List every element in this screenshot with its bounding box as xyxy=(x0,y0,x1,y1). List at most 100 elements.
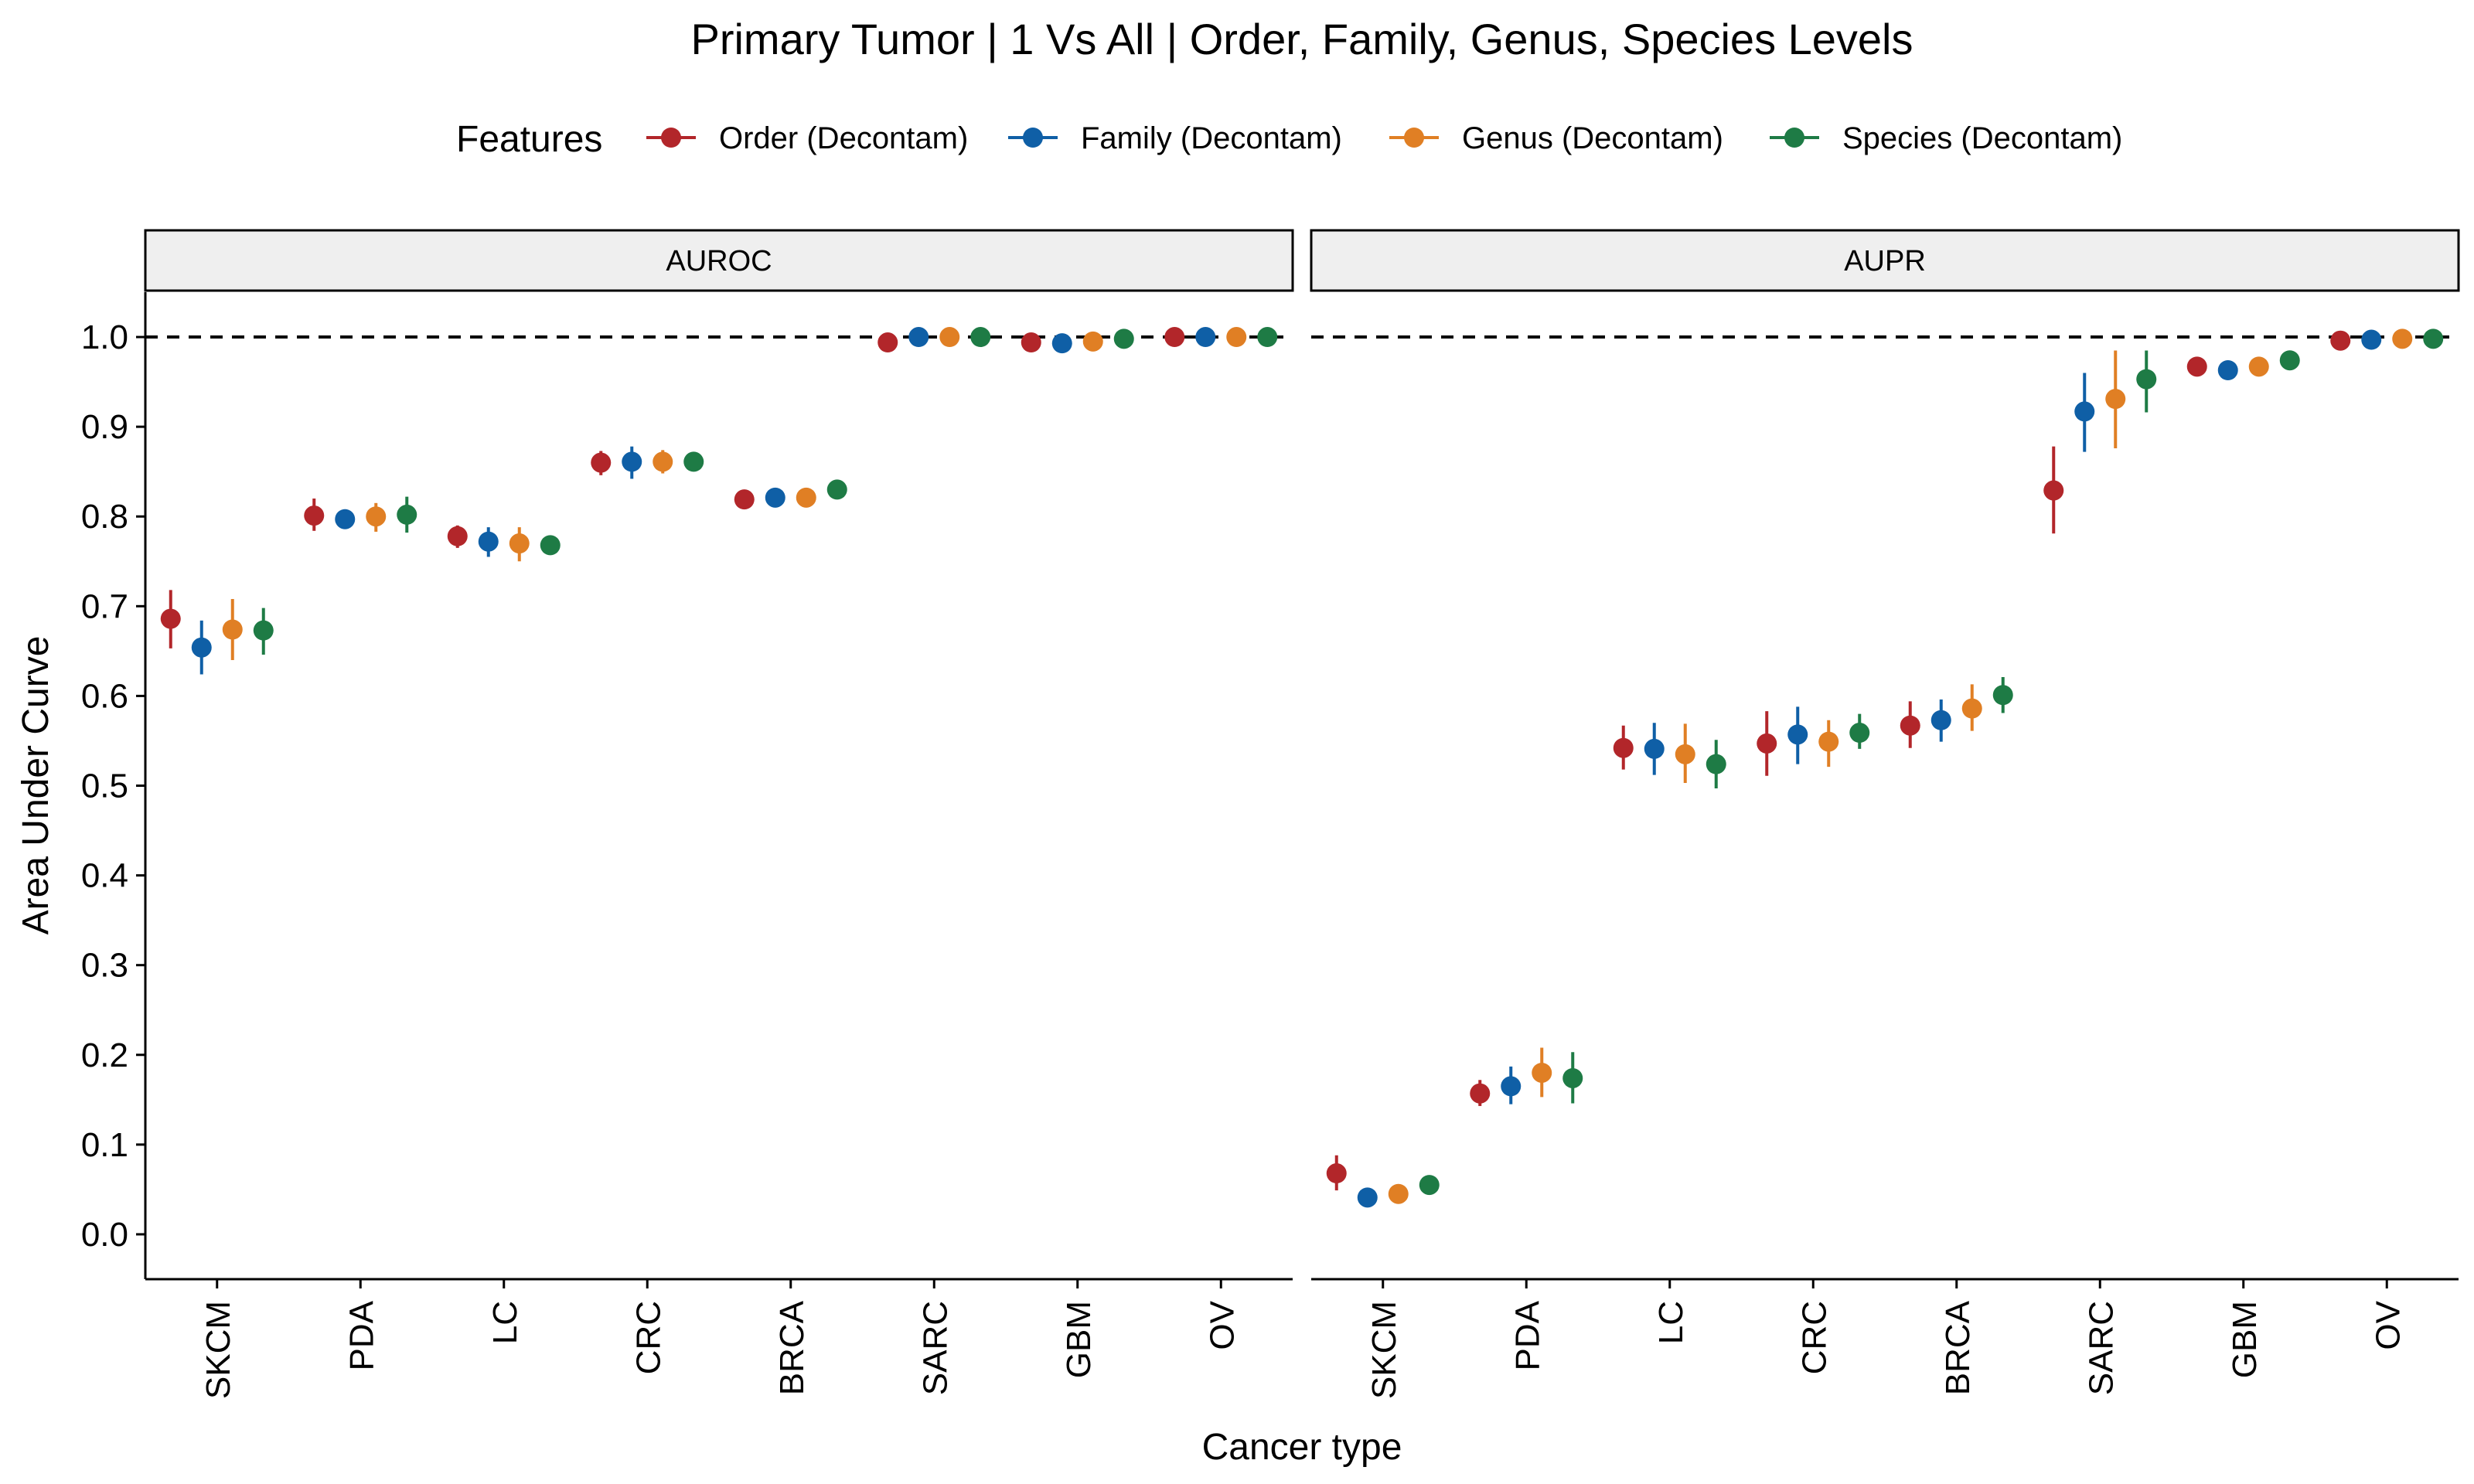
data-point xyxy=(1226,327,1247,348)
data-point xyxy=(2136,369,2157,390)
data-point xyxy=(1900,715,1920,736)
y-tick-label: 0.8 xyxy=(81,498,128,536)
x-tick-label: BRCA xyxy=(1939,1300,1977,1395)
data-point xyxy=(1613,737,1634,758)
x-tick-label: OV xyxy=(1203,1300,1241,1350)
data-point xyxy=(447,526,468,546)
x-tick-label: SARC xyxy=(2082,1301,2120,1395)
y-tick-label: 1.0 xyxy=(81,318,128,356)
x-tick-label: GBM xyxy=(2226,1301,2264,1378)
panels: AUROC 0.0 0.1 0.2 0.3 0.4 0.5 0.6 0.7 0.8 0.9 1.0 SK… xyxy=(81,229,2460,1399)
x-tick-label: BRCA xyxy=(773,1300,811,1395)
data-point xyxy=(2074,401,2095,422)
y-tick-label: 0.2 xyxy=(81,1036,128,1074)
legend-title: Features xyxy=(456,119,602,160)
data-point xyxy=(1562,1067,1583,1088)
legend-key-dot xyxy=(1784,128,1804,148)
data-point xyxy=(1675,744,1695,764)
data-point xyxy=(1644,738,1665,759)
data-point xyxy=(397,504,417,525)
data-point xyxy=(1357,1187,1378,1208)
legend-item: Species (Decontam) xyxy=(1770,121,2122,155)
y-tick-label: 0.0 xyxy=(81,1216,128,1254)
legend-label: Genus (Decontam) xyxy=(1462,121,1723,155)
legend-key-dot xyxy=(661,128,681,148)
legend-key-dot xyxy=(1404,128,1424,148)
legend-label: Order (Decontam) xyxy=(719,121,968,155)
x-tick-label: CRC xyxy=(629,1301,667,1374)
data-point xyxy=(939,327,960,348)
data-point xyxy=(2186,356,2207,377)
data-point xyxy=(1164,327,1185,348)
panel: AUROC 0.0 0.1 0.2 0.3 0.4 0.5 0.6 0.7 0.8 0.9 1.0 SK… xyxy=(81,229,1294,1399)
y-tick-label: 0.1 xyxy=(81,1126,128,1164)
data-point xyxy=(1195,327,1216,348)
x-tick-label: PDA xyxy=(342,1300,380,1370)
data-point xyxy=(1021,332,1041,353)
data-point xyxy=(1501,1076,1522,1097)
data-point xyxy=(2279,350,2300,371)
data-point xyxy=(1257,327,1278,348)
data-point xyxy=(1082,331,1103,352)
data-point xyxy=(1961,698,1982,719)
data-point xyxy=(908,327,929,348)
data-point xyxy=(366,506,387,527)
data-point xyxy=(1706,754,1726,774)
data-point xyxy=(1992,685,2013,706)
panel: AUPR SKCM PDA LC CRC BRCA SARC GBM OV xyxy=(1310,229,2460,1399)
data-point xyxy=(304,505,325,526)
data-point xyxy=(622,451,642,472)
facet-strip xyxy=(1310,229,2460,292)
data-point xyxy=(1930,710,1951,730)
legend-key-dot xyxy=(1023,128,1043,148)
data-point xyxy=(1849,723,1870,744)
x-tick-label: PDA xyxy=(1508,1300,1546,1370)
data-point xyxy=(509,533,530,554)
facet-strip xyxy=(144,229,1294,292)
data-point xyxy=(1818,731,1839,752)
data-point xyxy=(2043,480,2064,501)
data-point xyxy=(796,487,816,508)
data-point xyxy=(1113,328,1134,349)
data-point xyxy=(2330,330,2351,351)
data-point xyxy=(222,619,243,640)
y-tick-label: 0.3 xyxy=(81,947,128,985)
data-point xyxy=(2217,359,2238,380)
data-point xyxy=(765,487,785,508)
x-tick-label: GBM xyxy=(1060,1301,1098,1378)
legend-label: Species (Decontam) xyxy=(1842,121,2122,155)
data-point xyxy=(653,451,673,472)
data-point xyxy=(478,531,499,552)
legend-item: Order (Decontam) xyxy=(646,121,968,155)
data-point xyxy=(191,637,212,658)
x-tick-label: SKCM xyxy=(199,1301,237,1399)
data-point xyxy=(591,452,612,473)
y-tick-label: 0.5 xyxy=(81,768,128,805)
legend-label: Family (Decontam) xyxy=(1081,121,1342,155)
data-point xyxy=(877,332,898,353)
data-point xyxy=(1532,1062,1552,1083)
y-axis-title: Area Under Curve xyxy=(15,636,56,935)
data-point xyxy=(2392,328,2413,349)
x-axis-title: Cancer type xyxy=(1202,1427,1402,1468)
facet-label: AUROC xyxy=(666,245,772,277)
y-tick-label: 0.6 xyxy=(81,677,128,715)
x-tick-label: LC xyxy=(1652,1301,1690,1344)
data-point xyxy=(683,451,704,472)
legend-item: Genus (Decontam) xyxy=(1389,121,1723,155)
legend: Features Order (Decontam) Family (Deconta… xyxy=(456,119,2122,160)
data-point xyxy=(734,489,755,510)
x-tick-label: SARC xyxy=(916,1301,954,1395)
y-tick-label: 0.9 xyxy=(81,408,128,446)
data-point xyxy=(1419,1175,1440,1196)
data-point xyxy=(335,509,356,529)
x-tick-label: OV xyxy=(2369,1300,2407,1350)
data-point xyxy=(253,620,274,641)
data-point xyxy=(1757,733,1777,754)
data-point xyxy=(2361,329,2382,350)
x-tick-label: SKCM xyxy=(1365,1301,1403,1399)
data-point xyxy=(2105,389,2126,410)
data-point xyxy=(1326,1163,1347,1184)
facet-label: AUPR xyxy=(1844,245,1926,277)
